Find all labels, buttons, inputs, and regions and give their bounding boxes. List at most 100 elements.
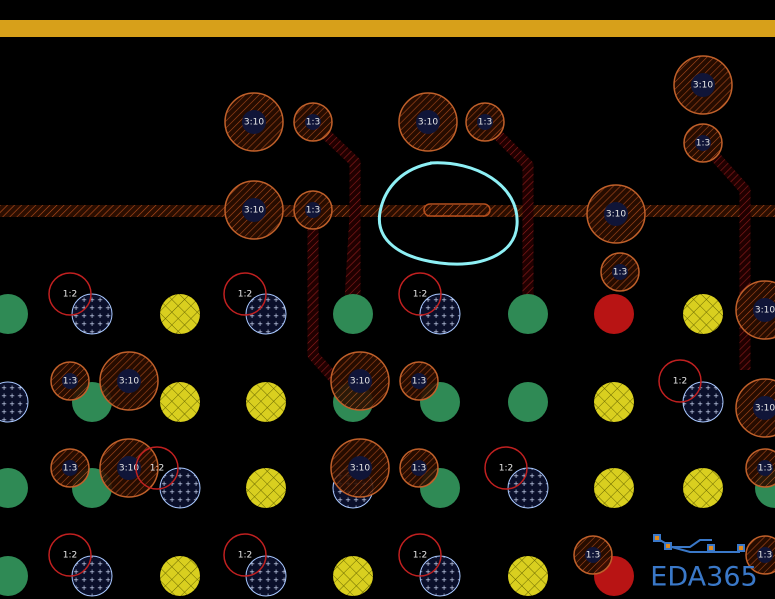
drill xyxy=(242,110,266,134)
trace xyxy=(481,118,534,300)
drill xyxy=(411,460,427,476)
ball xyxy=(160,294,200,334)
drill xyxy=(348,456,372,480)
pad-label: 1:2 xyxy=(63,290,77,300)
pad-label: 1:2 xyxy=(238,551,252,561)
drill xyxy=(691,73,715,97)
ball xyxy=(0,381,29,423)
pad xyxy=(398,533,442,577)
pad-label: 1:2 xyxy=(413,290,427,300)
pad-label: 3:10 xyxy=(755,306,775,316)
drill xyxy=(62,373,78,389)
ball xyxy=(160,556,200,596)
drill xyxy=(348,369,372,393)
pad xyxy=(48,533,92,577)
drill xyxy=(753,396,775,420)
pad-label: 1:3 xyxy=(63,464,77,474)
drill xyxy=(757,547,773,563)
ball xyxy=(594,468,634,508)
ball xyxy=(333,294,373,334)
ball xyxy=(0,294,28,334)
ball xyxy=(508,382,548,422)
ball xyxy=(333,556,373,596)
ball xyxy=(0,556,28,596)
pad-label: 1:3 xyxy=(696,139,710,149)
drill xyxy=(753,298,775,322)
pad-label: 3:10 xyxy=(350,464,370,474)
pad xyxy=(223,272,267,316)
pad-label: 1:2 xyxy=(63,551,77,561)
drill xyxy=(117,369,141,393)
drill xyxy=(117,456,141,480)
ball xyxy=(682,381,724,423)
pad-label: 1:2 xyxy=(673,377,687,387)
trace xyxy=(698,139,751,370)
pad-label: 3:10 xyxy=(606,210,626,220)
drill xyxy=(416,110,440,134)
pad-label: 1:2 xyxy=(413,551,427,561)
pad xyxy=(398,272,442,316)
logo-icon xyxy=(653,534,745,553)
ball xyxy=(246,382,286,422)
pad-label: 1:2 xyxy=(499,464,513,474)
pad-label: 3:10 xyxy=(693,81,713,91)
ball xyxy=(507,467,549,509)
logo-text: EDA365 xyxy=(650,562,757,593)
pad-label: 1:3 xyxy=(586,551,600,561)
ball xyxy=(160,382,200,422)
pad-label: 1:3 xyxy=(758,551,772,561)
drill xyxy=(477,114,493,130)
pad xyxy=(484,446,528,490)
trace xyxy=(307,210,345,389)
slot xyxy=(423,203,491,217)
pad xyxy=(48,272,92,316)
pad-label: 3:10 xyxy=(119,464,139,474)
top-bar xyxy=(0,20,775,37)
drill xyxy=(757,460,773,476)
ball xyxy=(683,294,723,334)
pad-label: 1:3 xyxy=(412,464,426,474)
pad xyxy=(223,533,267,577)
drill xyxy=(604,202,628,226)
pad-label: 1:2 xyxy=(150,464,164,474)
drill xyxy=(695,135,711,151)
ball xyxy=(419,293,461,335)
pad-label: 1:3 xyxy=(306,206,320,216)
pad-label: 3:10 xyxy=(244,206,264,216)
drill xyxy=(411,373,427,389)
pad-label: 1:3 xyxy=(306,118,320,128)
ball xyxy=(246,468,286,508)
drill xyxy=(305,202,321,218)
ball xyxy=(159,467,201,509)
highlight-circle xyxy=(377,161,519,266)
hatched-band xyxy=(0,205,775,217)
pad-label: 3:10 xyxy=(119,377,139,387)
pad-label: 1:3 xyxy=(63,377,77,387)
drill xyxy=(612,264,628,280)
ball xyxy=(0,468,28,508)
pad-label: 3:10 xyxy=(350,377,370,387)
pad-label: 1:3 xyxy=(478,118,492,128)
traces xyxy=(307,118,751,389)
pad-label: 1:2 xyxy=(238,290,252,300)
pad-label: 1:3 xyxy=(412,377,426,387)
ball xyxy=(594,294,634,334)
pad xyxy=(658,359,702,403)
drill xyxy=(585,547,601,563)
pad-label: 1:3 xyxy=(758,464,772,474)
trace xyxy=(344,214,361,301)
drill xyxy=(242,198,266,222)
drill xyxy=(305,114,321,130)
ball xyxy=(508,556,548,596)
drill xyxy=(62,460,78,476)
pad-label: 3:10 xyxy=(244,118,264,128)
pad-label: 3:10 xyxy=(755,404,775,414)
ball xyxy=(71,293,113,335)
pad xyxy=(135,446,179,490)
ball xyxy=(508,294,548,334)
ball xyxy=(683,468,723,508)
ball xyxy=(594,382,634,422)
pad-label: 3:10 xyxy=(418,118,438,128)
